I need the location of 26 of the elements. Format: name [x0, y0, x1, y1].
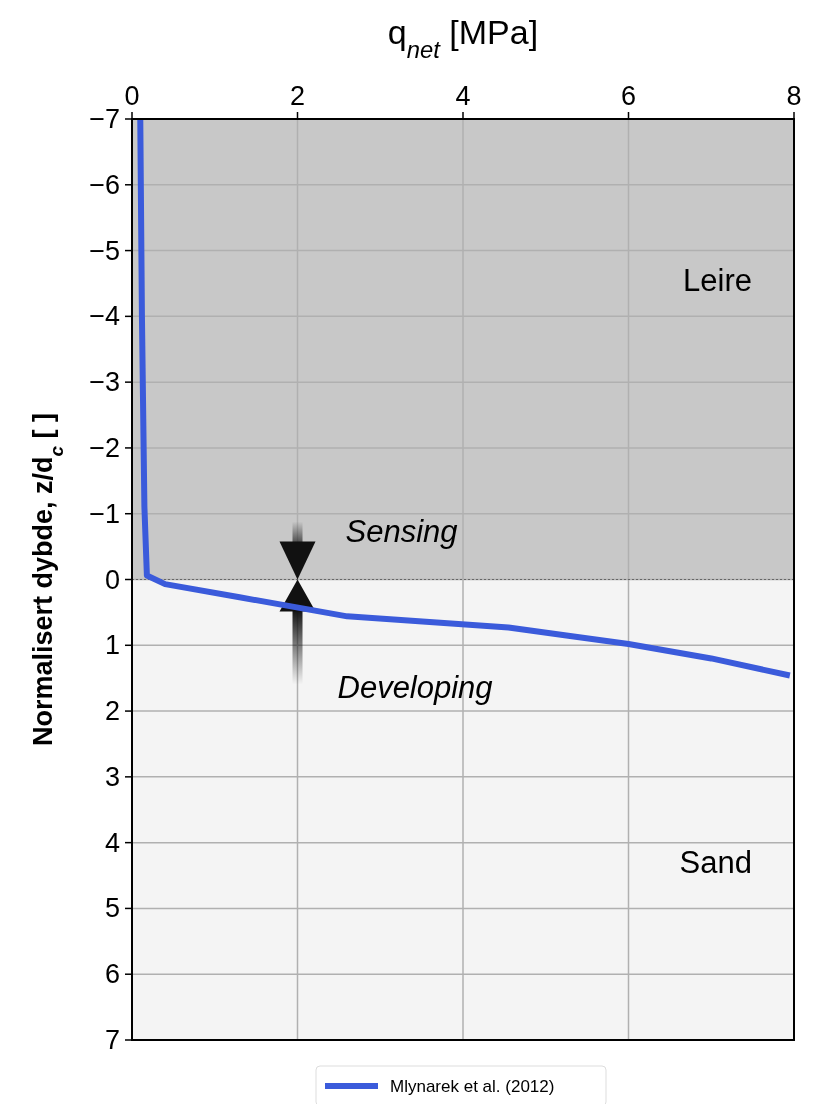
x-tick-label: 8 [786, 81, 802, 111]
legend-label: Mlynarek et al. (2012) [390, 1076, 555, 1096]
x-tick-label: 6 [620, 81, 637, 111]
x-tick-label: 2 [289, 81, 306, 111]
band-label: Leire [683, 263, 752, 298]
x-axis-title: q$_{net}$ [MPa] [387, 13, 539, 63]
y-tick-label: −3 [89, 367, 120, 398]
y-tick-label: −5 [89, 235, 120, 266]
band-label: Sand [679, 845, 752, 880]
y-tick-label: 4 [104, 827, 120, 858]
y-tick-label: 0 [104, 564, 120, 595]
annotation: Sensing [345, 513, 458, 549]
x-tick-label: 4 [455, 81, 471, 111]
y-tick-label: 6 [104, 959, 120, 990]
y-tick-label: 2 [104, 696, 120, 727]
y-tick-label: −4 [89, 301, 120, 332]
x-tick-label: 0 [124, 81, 140, 111]
y-tick-label: 1 [104, 630, 120, 661]
y-tick-label: 7 [104, 1025, 120, 1055]
y-tick-label: 5 [104, 893, 120, 924]
y-tick-label: −6 [89, 169, 120, 200]
annotation: Developing [337, 669, 493, 705]
y-tick-label: 3 [104, 761, 120, 792]
y-tick-label: −1 [89, 498, 120, 529]
y-tick-label: −7 [89, 104, 120, 134]
y-tick-label: −2 [89, 432, 120, 463]
